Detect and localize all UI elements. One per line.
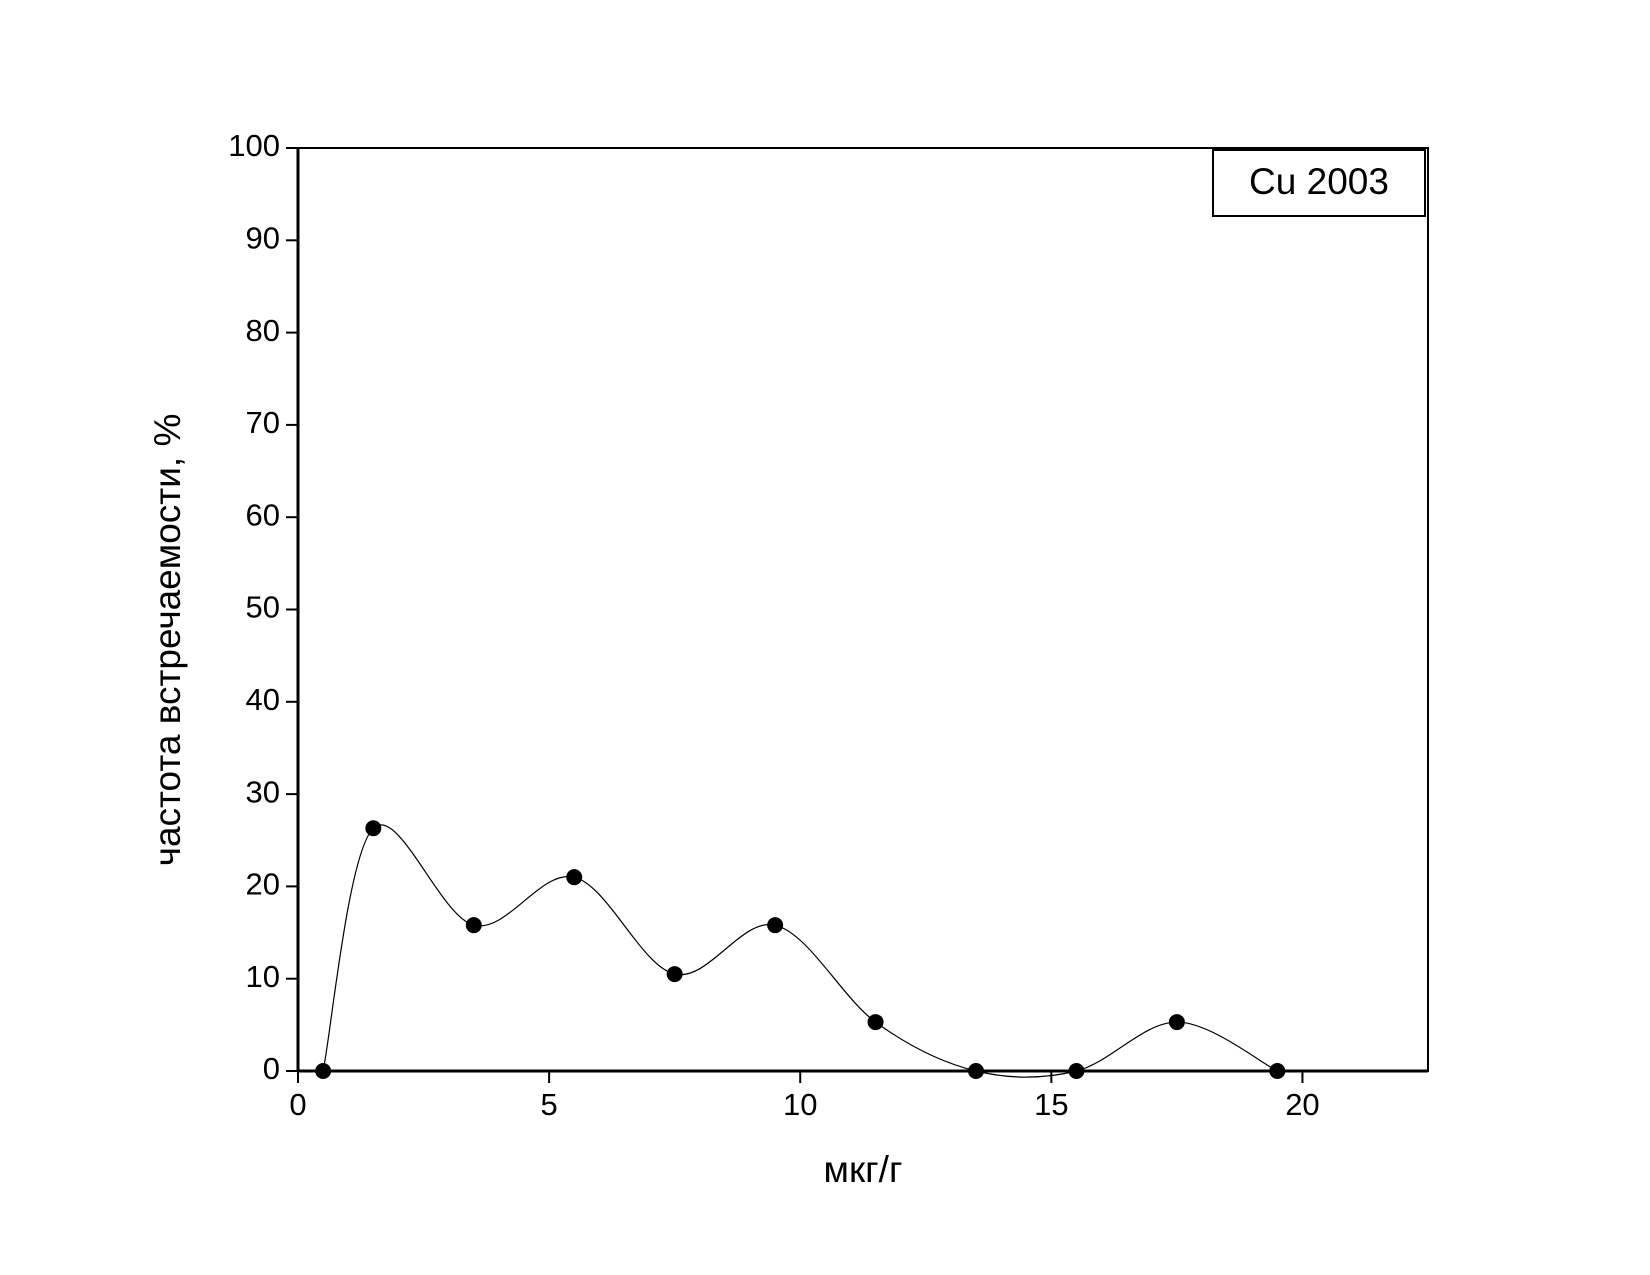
data-point <box>767 917 784 934</box>
data-point <box>968 1063 984 1079</box>
y-tick-label: 10 <box>246 959 280 994</box>
x-tick-label: 20 <box>1285 1087 1319 1122</box>
plot-frame <box>297 147 1429 1072</box>
y-tick-label: 60 <box>246 497 280 532</box>
y-tick-label: 90 <box>246 220 280 255</box>
smooth-line <box>322 824 1278 1078</box>
y-tick-label: 50 <box>246 590 280 625</box>
y-tick-label: 80 <box>246 313 280 348</box>
data-point <box>867 1014 884 1031</box>
y-tick-label: 70 <box>246 405 280 440</box>
data-point <box>1269 1063 1286 1079</box>
data-point <box>315 1063 332 1079</box>
x-tick-label: 10 <box>783 1087 817 1122</box>
data-point <box>666 966 683 983</box>
y-tick-label: 0 <box>263 1051 280 1086</box>
y-tick-label: 40 <box>246 682 280 717</box>
data-point <box>1168 1014 1185 1031</box>
x-tick-label: 15 <box>1034 1087 1068 1122</box>
y-axis-title: частота встречаемости, % <box>147 414 188 867</box>
x-axis-title: мкг/г <box>824 1149 903 1190</box>
y-tick-label: 30 <box>246 774 280 809</box>
legend-label: Cu 2003 <box>1249 161 1389 202</box>
data-point <box>566 869 583 886</box>
x-tick-label: 0 <box>289 1087 306 1122</box>
data-point <box>465 917 482 934</box>
y-tick-label: 100 <box>228 128 280 163</box>
legend-box <box>1212 149 1426 217</box>
x-tick-label: 5 <box>540 1087 557 1122</box>
y-tick-label: 20 <box>246 867 280 902</box>
data-point <box>1068 1063 1085 1079</box>
data-point <box>365 820 382 837</box>
